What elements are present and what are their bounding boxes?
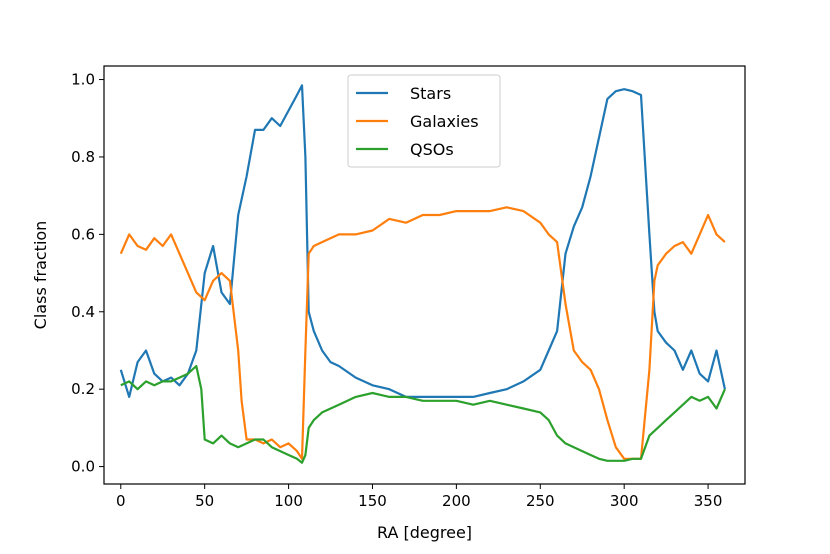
y-tick-label: 0.6 [71,225,95,243]
y-tick-label: 0.4 [71,303,95,321]
x-tick-label: 350 [694,492,723,510]
x-tick-label: 250 [526,492,555,510]
y-tick-label: 0.0 [71,458,95,476]
legend-box [347,74,501,168]
y-tick-label: 0.8 [71,148,95,166]
legend-label-galaxies: Galaxies [410,112,479,131]
legend-label-qsos: QSOs [410,140,454,159]
axes-frame [103,65,746,485]
x-axis: 0 50 100 150 200 250 300 350 [116,484,722,510]
y-axis: 0.0 0.2 0.4 0.6 0.8 1.0 [71,71,104,476]
legend-label-stars: Stars [410,84,451,103]
y-tick-label: 1.0 [71,71,95,89]
series-line-galaxies [119,206,726,460]
x-tick-label: 200 [442,492,471,510]
series-line-qsos [120,364,726,464]
legend: Stars Galaxies QSOs [347,74,501,168]
x-tick-label: 100 [274,492,303,510]
x-tick-label: 50 [195,492,214,510]
series-line-stars [119,84,726,398]
plot-area [119,84,726,464]
x-axis-label: RA [degree] [377,523,472,542]
x-tick-label: 0 [116,492,126,510]
y-axis-label: Class fraction [31,221,50,330]
y-tick-label: 0.2 [71,380,95,398]
x-tick-label: 300 [610,492,639,510]
x-tick-label: 150 [358,492,387,510]
